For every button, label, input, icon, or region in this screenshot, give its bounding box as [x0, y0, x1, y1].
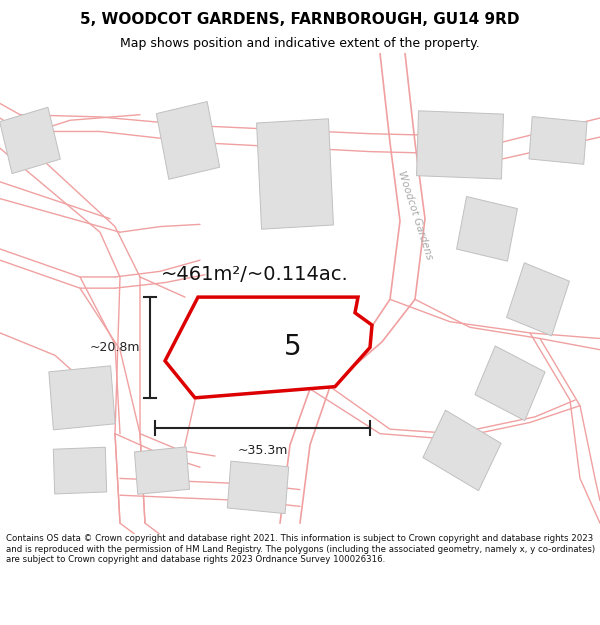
Polygon shape [165, 297, 372, 398]
Text: ~20.8m: ~20.8m [89, 341, 140, 354]
Text: 5: 5 [284, 333, 302, 361]
Text: Map shows position and indicative extent of the property.: Map shows position and indicative extent… [120, 38, 480, 50]
Polygon shape [237, 321, 299, 385]
Polygon shape [134, 447, 190, 494]
Polygon shape [257, 119, 334, 229]
Text: ~461m²/~0.114ac.: ~461m²/~0.114ac. [161, 265, 349, 284]
Text: Woodcot Gardens: Woodcot Gardens [396, 170, 434, 261]
Polygon shape [506, 263, 569, 336]
Polygon shape [53, 448, 107, 494]
Polygon shape [227, 461, 289, 514]
Polygon shape [423, 410, 501, 491]
Text: Contains OS data © Crown copyright and database right 2021. This information is : Contains OS data © Crown copyright and d… [6, 534, 595, 564]
Polygon shape [49, 366, 115, 430]
Text: 5, WOODCOT GARDENS, FARNBOROUGH, GU14 9RD: 5, WOODCOT GARDENS, FARNBOROUGH, GU14 9R… [80, 12, 520, 27]
Polygon shape [0, 107, 61, 174]
Polygon shape [457, 196, 517, 261]
Polygon shape [475, 346, 545, 421]
Polygon shape [157, 101, 220, 179]
Text: ~35.3m: ~35.3m [238, 444, 287, 457]
Polygon shape [416, 111, 503, 179]
Polygon shape [529, 116, 587, 164]
